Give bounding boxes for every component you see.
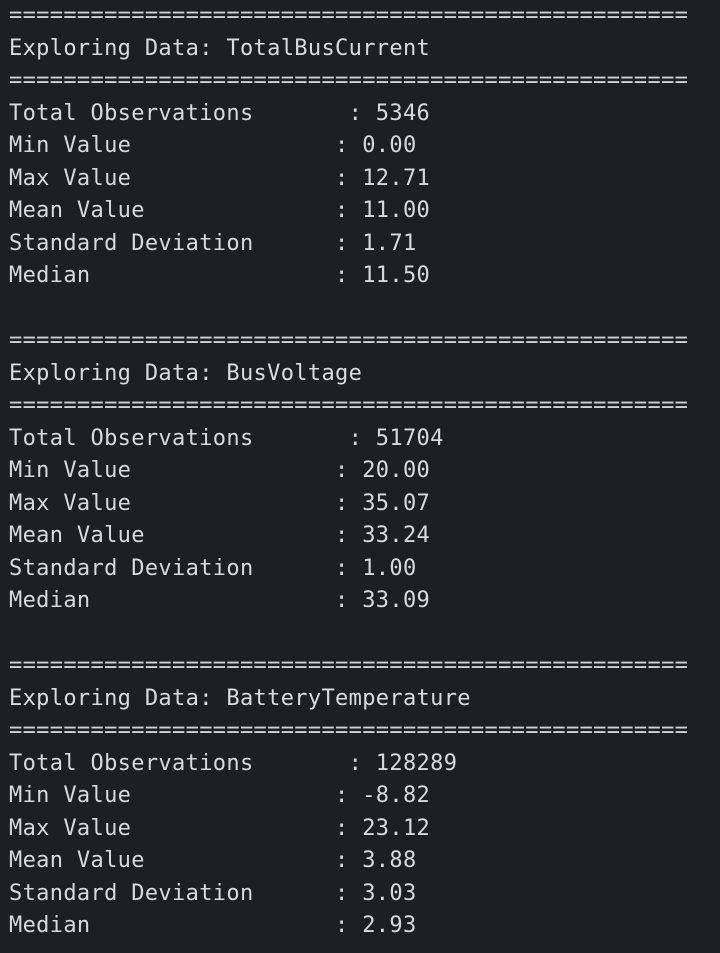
stat-mean-value: Mean Value : 33.24 — [9, 523, 431, 548]
stat-total-observations: Total Observations : 51704 — [9, 425, 444, 451]
section-title-battery-temperature: Exploring Data: BatteryTemperature — [9, 685, 471, 711]
stat-standard-deviation: Standard Deviation : 1.71 — [9, 230, 417, 256]
stat-standard-deviation: Standard Deviation : 3.03 — [9, 880, 417, 906]
stat-standard-deviation: Standard Deviation : 1.00 — [9, 555, 417, 581]
section-title-bus-voltage: Exploring Data: BusVoltage — [9, 360, 363, 386]
stat-mean-value: Mean Value : 3.88 — [9, 848, 417, 873]
stat-mean-value: Mean Value : 11.00 — [9, 198, 431, 223]
section-title-total-bus-current: Exploring Data: TotalBusCurrent — [9, 35, 431, 61]
stat-total-observations: Total Observations : 5346 — [9, 100, 431, 126]
stat-median: Median : 2.93 — [9, 913, 417, 938]
stat-max-value: Max Value : 12.71 — [9, 165, 431, 191]
blank-line — [9, 293, 720, 326]
stat-median: Median : 33.09 — [9, 588, 431, 613]
blank-line — [9, 618, 720, 651]
separator-line: ========================================… — [9, 718, 689, 743]
stat-min-value: Min Value : 0.00 — [9, 133, 417, 158]
separator-line: ========================================… — [9, 328, 689, 353]
stat-total-observations: Total Observations : 128289 — [9, 750, 458, 776]
separator-line: ========================================… — [9, 393, 689, 418]
stat-min-value: Min Value : -8.82 — [9, 783, 431, 808]
stat-max-value: Max Value : 23.12 — [9, 815, 431, 841]
stat-median: Median : 11.50 — [9, 263, 431, 288]
separator-line: ========================================… — [9, 68, 689, 93]
stat-max-value: Max Value : 35.07 — [9, 490, 431, 516]
separator-line: ========================================… — [9, 3, 689, 28]
separator-line: ========================================… — [9, 653, 689, 678]
stat-min-value: Min Value : 20.00 — [9, 458, 431, 483]
